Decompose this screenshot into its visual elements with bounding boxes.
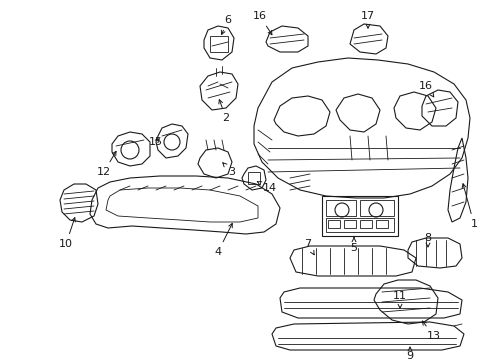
Text: 6: 6 [221,15,231,35]
Text: 13: 13 [422,321,440,341]
Text: 11: 11 [392,291,406,308]
Bar [327,220,339,228]
Text: 2: 2 [218,100,229,123]
Text: 17: 17 [360,11,374,28]
Bar [375,220,387,228]
Bar [247,172,260,184]
Text: 12: 12 [97,151,116,177]
Bar [325,200,355,216]
Text: 14: 14 [257,182,277,193]
Text: 9: 9 [406,347,413,360]
Bar [359,200,393,216]
Text: 8: 8 [424,233,431,247]
Text: 7: 7 [304,239,313,255]
Text: 16: 16 [418,81,433,97]
Bar [321,196,397,236]
Text: 15: 15 [149,137,163,147]
Text: 5: 5 [350,237,357,253]
Bar [325,218,393,232]
Text: 3: 3 [223,163,235,177]
Text: 1: 1 [461,184,476,229]
Text: 10: 10 [59,218,75,249]
Bar [209,36,227,52]
Bar [343,220,355,228]
Bar [359,220,371,228]
Text: 16: 16 [252,11,271,35]
Text: 4: 4 [214,224,232,257]
